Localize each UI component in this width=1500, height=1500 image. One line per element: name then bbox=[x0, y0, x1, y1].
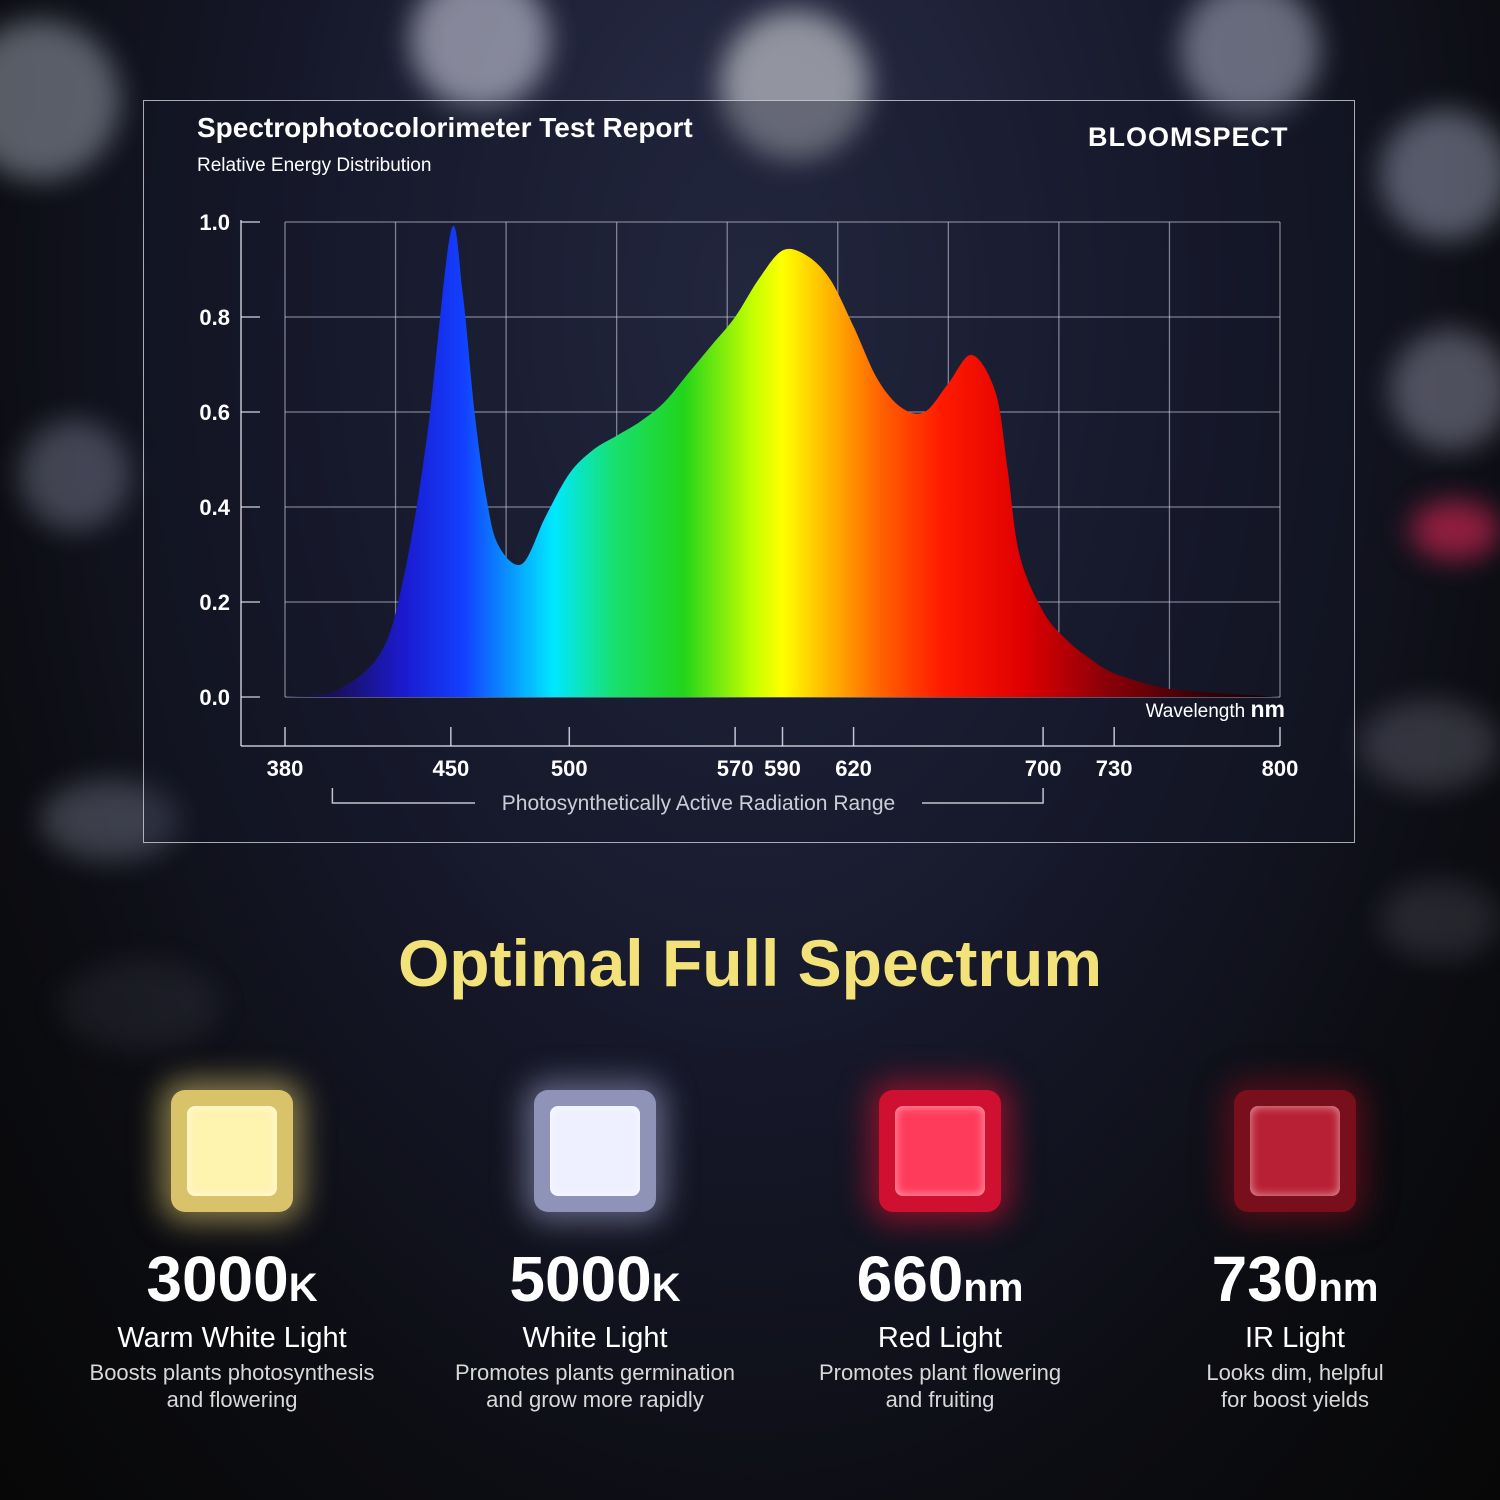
feature-name: Red Light bbox=[877, 1322, 1003, 1354]
feature-number: 730 bbox=[1211, 1243, 1319, 1315]
feature-number: 3000 bbox=[146, 1243, 289, 1315]
y-tick-label: 0.4 bbox=[199, 495, 230, 520]
feature-description-line: for boost yields bbox=[1221, 1387, 1369, 1412]
led-chip-icon bbox=[171, 1090, 293, 1212]
chart-subtitle: Relative Energy Distribution bbox=[197, 155, 432, 176]
feature-description: Boosts plants photosynthesis and flowerin… bbox=[52, 1359, 412, 1413]
axes: 0.0 0.2 0.4 0.6 0.8 1.0 380 450 500 570 590 620 700 7… bbox=[199, 210, 1298, 815]
led-chip-icon bbox=[1234, 1090, 1356, 1212]
y-tick-label: 0.6 bbox=[199, 400, 230, 425]
x-tick-label: 380 bbox=[267, 756, 304, 781]
feature-value: 3000K bbox=[52, 1244, 412, 1323]
feature-unit: nm bbox=[963, 1266, 1024, 1310]
x-tick-label: 620 bbox=[835, 756, 872, 781]
feature-value: 660nm bbox=[760, 1244, 1120, 1323]
feature-description-line: Looks dim, helpful bbox=[1206, 1360, 1384, 1385]
chart-title: Spectrophotocolorimeter Test Report bbox=[197, 112, 693, 143]
x-tick-label: 730 bbox=[1096, 756, 1133, 781]
feature-description-line: Promotes plant flowering bbox=[818, 1360, 1062, 1385]
feature-description-line: Promotes plants germination bbox=[454, 1360, 736, 1385]
feature-description-line: and fruiting bbox=[885, 1387, 995, 1412]
feature-description-line: and grow more rapidly bbox=[486, 1387, 704, 1412]
feature-number: 660 bbox=[856, 1243, 964, 1315]
led-chip-icon bbox=[534, 1090, 656, 1212]
x-tick-label: 570 bbox=[717, 756, 754, 781]
feature-card: 5000K White Light Promotes plants germinat… bbox=[415, 1090, 775, 1413]
x-tick-label: 450 bbox=[432, 756, 469, 781]
x-tick-label: 700 bbox=[1025, 756, 1062, 781]
feature-unit: K bbox=[651, 1266, 681, 1310]
par-range-label: Photosynthetically Active Radiation Rang… bbox=[502, 792, 895, 815]
feature-description-line: and flowering bbox=[166, 1387, 298, 1412]
feature-name: Warm White Light bbox=[117, 1322, 347, 1354]
feature-name: White Light bbox=[522, 1322, 668, 1354]
feature-card: 3000K Warm White Light Boosts plants photo… bbox=[52, 1090, 412, 1413]
feature-unit: nm bbox=[1318, 1266, 1379, 1310]
led-chip-icon bbox=[879, 1090, 1001, 1212]
x-axis-label: Wavelength nm bbox=[1146, 696, 1285, 722]
feature-name: IR Light bbox=[1245, 1322, 1345, 1354]
feature-unit: K bbox=[288, 1266, 318, 1310]
y-tick-label: 0.0 bbox=[199, 685, 230, 710]
y-tick-label: 1.0 bbox=[199, 210, 230, 235]
spectrum-area bbox=[285, 225, 1280, 697]
par-bracket-left bbox=[331, 788, 475, 804]
y-tick-label: 0.2 bbox=[199, 590, 230, 615]
feature-card: 730nm IR Light Looks dim, helpful for boost… bbox=[1115, 1090, 1475, 1413]
x-tick-label: 590 bbox=[764, 756, 801, 781]
feature-description: Promotes plants germination and grow more… bbox=[415, 1359, 775, 1413]
x-tick-label: 800 bbox=[1262, 756, 1299, 781]
feature-number: 5000 bbox=[509, 1243, 652, 1315]
x-tick-label: 500 bbox=[551, 756, 588, 781]
feature-description: Looks dim, helpful for boost yields bbox=[1115, 1359, 1475, 1413]
feature-card: 660nm Red Light Promotes plant flowering an… bbox=[760, 1090, 1120, 1413]
headline: Optimal Full Spectrum bbox=[397, 926, 1103, 1000]
feature-description: Promotes plant flowering and fruiting bbox=[760, 1359, 1120, 1413]
feature-description-line: Boosts plants photosynthesis bbox=[89, 1360, 375, 1385]
feature-value: 730nm bbox=[1115, 1244, 1475, 1323]
par-bracket-right bbox=[922, 788, 1044, 804]
y-tick-label: 0.8 bbox=[199, 305, 230, 330]
brand-logo: BLOOMSPECT bbox=[1088, 122, 1289, 152]
feature-value: 5000K bbox=[415, 1244, 775, 1323]
